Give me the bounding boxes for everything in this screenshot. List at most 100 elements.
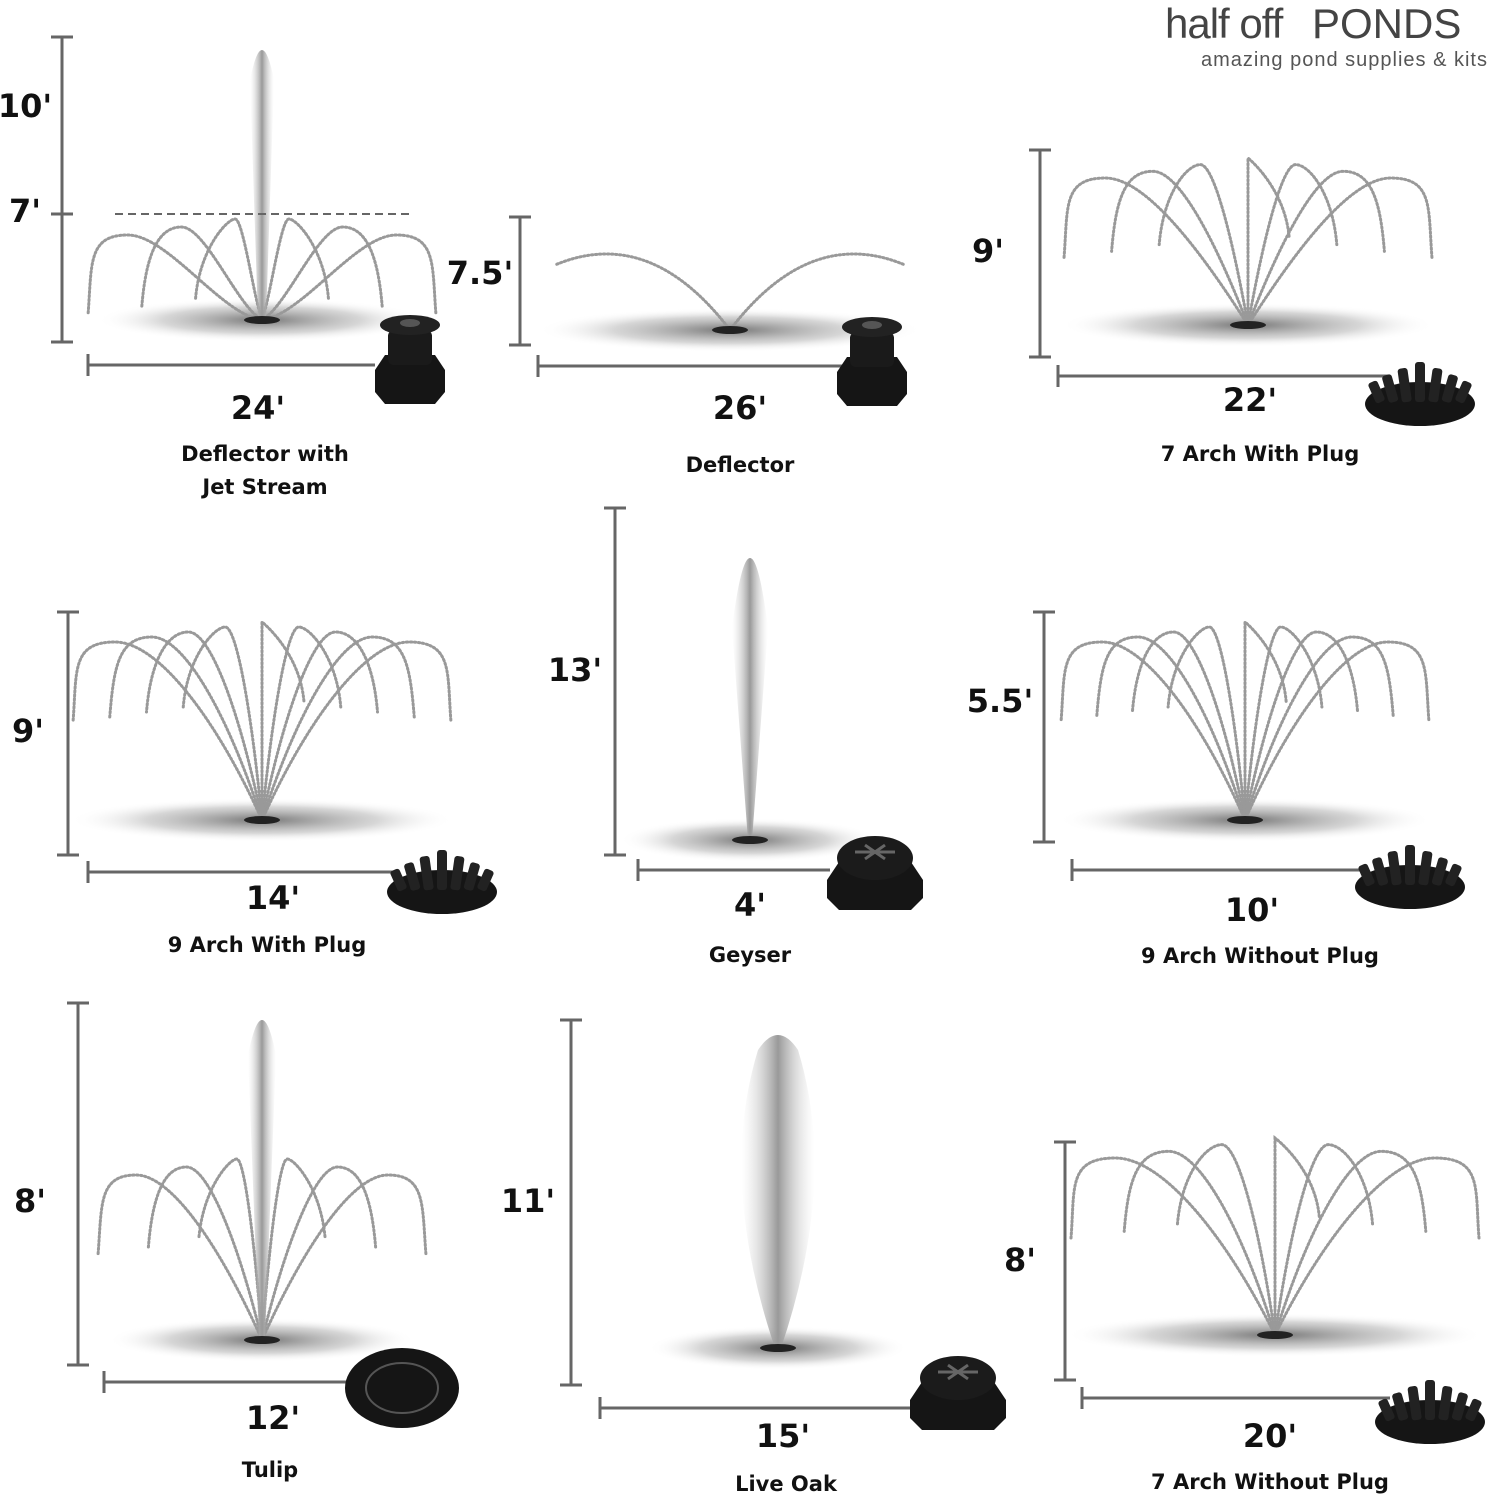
- nozzle-slot: [957, 1363, 969, 1374]
- spray-arc: [1273, 1135, 1321, 1337]
- spray-arc: [260, 1173, 428, 1342]
- jet: [741, 1035, 815, 1348]
- nozzle-body: [850, 332, 894, 367]
- nozzle-panel: 8' 20' 7 Arch Without Plug: [1004, 1135, 1485, 1494]
- nozzle-slot: [947, 1363, 959, 1374]
- height-label: 8': [1004, 1241, 1036, 1279]
- brand-light: half off: [1165, 0, 1284, 47]
- spray-arc: [145, 630, 264, 822]
- spray-arc: [146, 1165, 264, 1342]
- brand-bold: PONDS: [1312, 0, 1461, 47]
- nozzle-slot: [874, 843, 886, 854]
- nozzle-panel: 10' 7' 24' Deflector with Jet Stream: [0, 35, 445, 499]
- spray-arc: [260, 630, 379, 822]
- spray-arc: [260, 1165, 378, 1342]
- spray-arc: [71, 640, 264, 822]
- spray-arc: [1095, 635, 1247, 822]
- nozzle-panel: 13' 4' Geyser: [548, 506, 923, 967]
- spray-arc: [86, 233, 264, 322]
- jet: [732, 558, 768, 840]
- nozzle-jet: [450, 856, 465, 891]
- spray-arc: [1059, 640, 1247, 822]
- nozzle-outlet: [244, 1336, 280, 1344]
- spray-arc: [1243, 630, 1360, 822]
- spray-arc: [108, 635, 264, 822]
- nozzle-jet: [1451, 1392, 1468, 1421]
- nozzle-name: Tulip: [242, 1458, 298, 1482]
- nozzle-name: 9 Arch With Plug: [168, 933, 366, 957]
- spray-arc: [1166, 625, 1247, 822]
- height-label: 13': [548, 651, 602, 689]
- nozzle-panel: 5.5' 10' 9 Arch Without Plug: [967, 610, 1465, 968]
- spray-arc: [1243, 625, 1324, 822]
- spray-arc: [1243, 635, 1395, 822]
- nozzle-panel: 9' 14' 9 Arch With Plug: [12, 610, 497, 957]
- nozzle-panel: 7.5' 26' Deflector: [447, 215, 923, 477]
- nozzle-outlet: [732, 836, 768, 844]
- nozzle-jet: [1425, 1380, 1435, 1420]
- width-label: 22': [1223, 381, 1277, 419]
- nozzle-disc: [345, 1348, 459, 1428]
- height-label: 5.5': [967, 682, 1033, 720]
- nozzle-jet: [1358, 863, 1375, 887]
- spray-arc: [1175, 1143, 1277, 1337]
- spray-arc: [1069, 1156, 1277, 1337]
- spray-arc: [260, 625, 343, 822]
- nozzle-hole: [862, 321, 882, 329]
- width-label: 15': [756, 1417, 810, 1455]
- nozzle-jet: [463, 862, 480, 891]
- nozzle-jet: [1378, 1398, 1395, 1422]
- nozzle-slot: [874, 850, 886, 861]
- nozzle-slot: [957, 1370, 969, 1381]
- nozzle-jet: [1372, 857, 1389, 886]
- spray-arc: [181, 625, 264, 822]
- nozzle-jet: [1405, 845, 1415, 885]
- spray-arc: [1122, 1149, 1277, 1337]
- spray-arc: [1157, 163, 1250, 327]
- nozzle-jet: [437, 850, 447, 890]
- nozzle-jet: [1397, 368, 1412, 403]
- nozzle-name: Jet Stream: [200, 475, 327, 499]
- nozzle-outlet: [1230, 321, 1266, 329]
- height-label: 7': [9, 192, 41, 230]
- nozzle-name: Deflector: [686, 453, 795, 477]
- spray-arc: [1273, 1143, 1375, 1337]
- width-label: 24': [231, 389, 285, 427]
- nozzle-jet: [1431, 857, 1448, 886]
- spray-arc: [260, 217, 330, 322]
- nozzle-outlet: [1227, 816, 1263, 824]
- nozzle-jet: [1465, 1398, 1482, 1422]
- nozzle-base: [837, 357, 907, 406]
- nozzle-outlet: [1257, 1331, 1293, 1339]
- nozzle-jet: [1438, 1386, 1453, 1421]
- spray-arc: [1246, 154, 1291, 327]
- nozzle-base: [375, 355, 445, 404]
- nozzle-slot: [864, 843, 876, 854]
- spray-arc: [1062, 176, 1250, 327]
- spray-arc: [260, 233, 438, 322]
- height-label: 8': [14, 1182, 46, 1220]
- nozzle-panel: 11' 15' Live Oak: [501, 1018, 1006, 1496]
- spray-fan: [553, 252, 907, 332]
- nozzle-name: 9 Arch Without Plug: [1141, 944, 1379, 968]
- nozzle-body: [388, 330, 432, 365]
- jet: [248, 1020, 276, 1340]
- spray-arc: [1246, 176, 1434, 327]
- width-label: 4': [734, 886, 766, 924]
- nozzle-jet: [390, 868, 407, 892]
- width-label: 26': [713, 389, 767, 427]
- brand-tagline: amazing pond supplies & kits: [1201, 49, 1488, 71]
- spray-arc: [140, 225, 264, 322]
- height-label: 10': [0, 87, 52, 125]
- nozzle-outlet: [244, 816, 280, 824]
- nozzle-jet: [1382, 374, 1399, 403]
- spray-arc: [1110, 169, 1250, 327]
- spray-arc: [260, 635, 416, 822]
- nozzle-panel: 9' 22' 7 Arch With Plug: [972, 148, 1475, 466]
- nozzle-jet: [477, 868, 494, 892]
- spray-arc: [1243, 640, 1431, 822]
- spray-arc: [194, 217, 264, 322]
- nozzle-jet: [1407, 1386, 1422, 1421]
- width-label: 12': [246, 1399, 300, 1437]
